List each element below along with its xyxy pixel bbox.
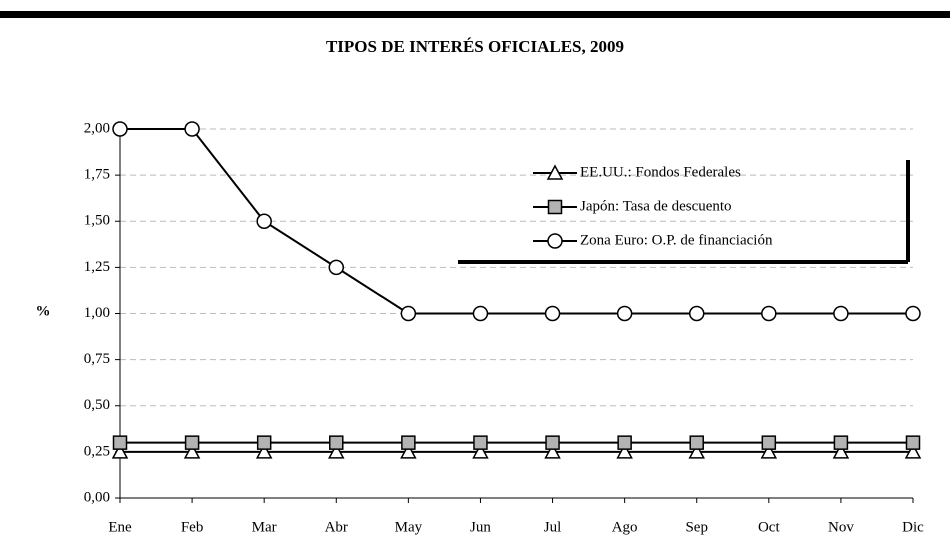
- point: [183, 443, 201, 459]
- point: [255, 443, 273, 459]
- legend-label: Japón: Tasa de descuento: [580, 198, 732, 214]
- point: [544, 305, 561, 322]
- x-tick-label: Abr: [325, 519, 348, 535]
- point: [761, 435, 777, 450]
- y-tick-label: 1,00: [84, 305, 110, 321]
- point: [905, 435, 921, 450]
- y-tick-label: 1,50: [84, 213, 110, 229]
- point: [473, 435, 488, 450]
- point: [472, 305, 489, 322]
- legend-label: Zona Euro: O.P. de financiación: [580, 232, 773, 248]
- legend-label: EE.UU.: Fondos Federales: [580, 164, 741, 180]
- x-tick-label: Ago: [612, 519, 638, 535]
- point: [401, 435, 416, 450]
- x-tick-label: Feb: [181, 519, 204, 535]
- x-tick-label: Ene: [108, 519, 132, 535]
- point: [617, 435, 632, 450]
- y-tick-label: 0,00: [84, 489, 110, 505]
- point: [688, 443, 705, 459]
- y-tick-label: 0,75: [84, 351, 110, 367]
- legend-marker: [547, 233, 563, 249]
- point: [112, 435, 128, 450]
- point: [400, 305, 417, 322]
- x-tick-label: Sep: [685, 519, 708, 535]
- x-tick-label: Jul: [544, 519, 562, 535]
- point: [472, 443, 489, 459]
- y-tick-label: 2,00: [84, 120, 110, 136]
- point: [904, 443, 922, 459]
- x-tick-label: Nov: [828, 519, 854, 535]
- y-tick-label: 0,50: [84, 397, 110, 413]
- point: [111, 443, 129, 459]
- x-tick-label: May: [395, 519, 423, 535]
- point: [832, 443, 850, 459]
- point: [688, 305, 705, 322]
- top-rule: [0, 11, 950, 18]
- point: [328, 259, 345, 276]
- point: [616, 443, 633, 459]
- y-tick-label: 1,75: [84, 167, 110, 183]
- point: [905, 305, 921, 322]
- point: [184, 121, 200, 137]
- y-tick-label: 1,25: [84, 259, 110, 275]
- x-tick-label: Oct: [758, 519, 780, 535]
- point: [616, 305, 633, 322]
- legend-marker: [547, 199, 563, 215]
- point: [833, 305, 849, 322]
- x-tick-label: Jun: [470, 519, 491, 535]
- legend-marker: [546, 164, 564, 180]
- chart-title: TIPOS DE INTERÉS OFICIALES, 2009: [326, 37, 624, 56]
- y-axis-label: %: [36, 303, 51, 319]
- point: [544, 443, 561, 459]
- x-tick-label: Dic: [902, 519, 924, 535]
- point: [761, 305, 777, 322]
- x-tick-label: Mar: [252, 519, 277, 535]
- y-tick-label: 0,25: [84, 443, 110, 459]
- series-line: [120, 128, 913, 315]
- point: [329, 435, 344, 450]
- point: [184, 435, 200, 450]
- point: [256, 435, 272, 450]
- point: [760, 443, 778, 459]
- point: [400, 443, 417, 459]
- point: [545, 435, 560, 450]
- point: [833, 435, 849, 450]
- point: [328, 443, 345, 459]
- point: [689, 435, 704, 450]
- point: [256, 213, 272, 229]
- point: [112, 121, 128, 137]
